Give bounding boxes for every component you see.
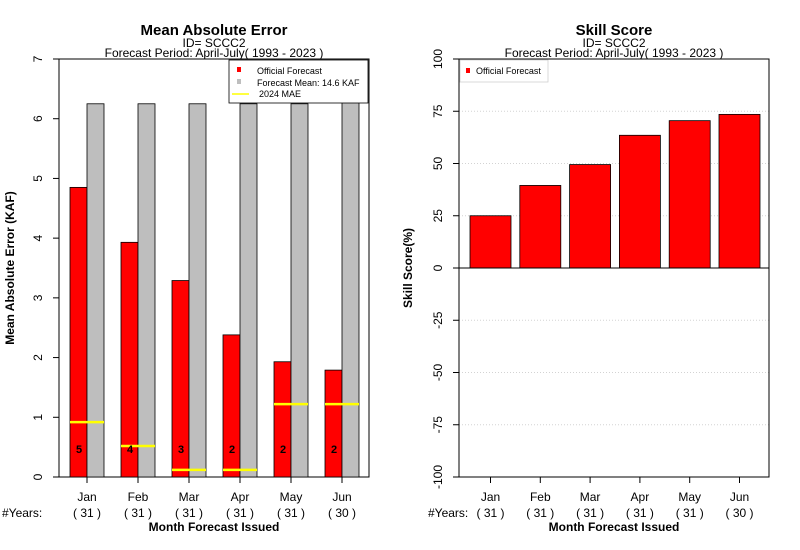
- mae-bar-count: 2: [229, 444, 235, 456]
- skill-category-label: Jun: [730, 490, 749, 504]
- mae-bar-count: 2: [280, 444, 286, 456]
- skill-official-bar: [569, 164, 611, 269]
- skill-ytick-label: 0: [431, 264, 445, 271]
- skill-years-count: ( 31 ): [476, 506, 504, 520]
- skill-legend-official-swatch: [466, 68, 470, 73]
- mae-bar-count: 4: [127, 444, 134, 456]
- skill-ytick-label: -25: [431, 311, 445, 329]
- mae-bar-count: 5: [76, 444, 82, 456]
- skill-ytick-label: 50: [431, 157, 445, 171]
- mae-legend-official-swatch: [237, 67, 241, 72]
- skill-ytick-label: -100: [431, 465, 445, 489]
- mae-xlabel: Month Forecast Issued: [149, 520, 280, 534]
- mae-ytick-label: 6: [31, 115, 45, 122]
- mae-years-count: ( 31 ): [73, 506, 101, 520]
- mae-ytick-label: 5: [31, 175, 45, 182]
- mae-subtitle-id: ID= SCCC2: [182, 36, 245, 50]
- mae-legend-official-label: Official Forecast: [257, 66, 322, 76]
- skill-ytick-label: 25: [431, 209, 445, 223]
- mae-years-count: ( 31 ): [226, 506, 254, 520]
- skill-official-bar: [519, 185, 562, 269]
- mae-ylabel: Mean Absolute Error (KAF): [3, 191, 17, 345]
- skill-ytick-label: 100: [431, 49, 445, 69]
- mae-category-label: Apr: [231, 490, 250, 504]
- skill-official-bar: [718, 113, 761, 269]
- mae-category-label: Feb: [128, 490, 149, 504]
- mae-category-label: Jan: [77, 490, 96, 504]
- mae-years-count: ( 31 ): [175, 506, 203, 520]
- mae-years-count: ( 31 ): [124, 506, 152, 520]
- mae-official-bar: [273, 361, 292, 478]
- skill-legend-box: [459, 59, 549, 83]
- mae-legend-box: [228, 59, 369, 104]
- mae-ytick-label: 0: [31, 473, 45, 480]
- mae-years-label: #Years:: [2, 506, 42, 520]
- mae-years-count: ( 31 ): [277, 506, 305, 520]
- mae-category-label: May: [280, 490, 303, 504]
- skill-official-bar: [619, 134, 661, 269]
- skill-years-count: ( 31 ): [676, 506, 704, 520]
- mae-ytick-label: 2: [31, 354, 45, 361]
- skill-ytick-label: 75: [431, 104, 445, 118]
- mae-mean-bar: [86, 103, 105, 478]
- mae-title: Mean Absolute Error: [141, 22, 288, 39]
- skill-subtitle-period: Forecast Period: April-July( 1993 - 2023…: [505, 46, 724, 60]
- skill-ytick-label: -50: [431, 364, 445, 382]
- mae-mean-bar: [239, 103, 258, 478]
- skill-category-label: Apr: [631, 490, 650, 504]
- skill-category-label: Mar: [580, 490, 601, 504]
- skill-xlabel: Month Forecast Issued: [549, 520, 680, 534]
- skill-years-count: ( 30 ): [725, 506, 753, 520]
- mae-years-count: ( 30 ): [328, 506, 356, 520]
- mae-bar-count: 3: [178, 444, 184, 456]
- skill-ylabel: Skill Score(%): [401, 228, 415, 308]
- mae-official-bar: [120, 241, 139, 478]
- mae-mean-bar: [290, 103, 309, 478]
- mae-mean-bar: [188, 103, 207, 478]
- skill-category-label: Jan: [481, 490, 500, 504]
- mae-mean-bar: [341, 96, 360, 478]
- mae-ytick-label: 1: [31, 414, 45, 421]
- skill-title: Skill Score: [576, 22, 653, 39]
- skill-years-count: ( 31 ): [626, 506, 654, 520]
- skill-subtitle-id: ID= SCCC2: [582, 36, 645, 50]
- mae-legend-mean-swatch: [237, 79, 241, 84]
- mae-category-label: Mar: [179, 490, 200, 504]
- skill-official-bar: [469, 215, 512, 269]
- mae-mean-bar: [137, 103, 156, 478]
- mae-legend-2024-label: 2024 MAE: [259, 89, 301, 99]
- skill-official-bar: [668, 120, 711, 269]
- mae-official-bar: [324, 369, 343, 478]
- skill-ytick-label: -75: [431, 416, 445, 434]
- skill-legend-official-label: Official Forecast: [476, 66, 541, 76]
- mae-category-label: Jun: [332, 490, 351, 504]
- mae-ytick-label: 3: [31, 294, 45, 301]
- skill-category-label: May: [678, 490, 701, 504]
- mae-ytick-label: 7: [31, 55, 45, 62]
- mae-plot-frame: [58, 58, 370, 478]
- skill-years-count: ( 31 ): [576, 506, 604, 520]
- mae-bar-count: 2: [331, 444, 337, 456]
- skill-years-count: ( 31 ): [526, 506, 554, 520]
- skill-category-label: Feb: [530, 490, 551, 504]
- mae-ytick-label: 4: [31, 234, 45, 241]
- mae-legend-mean-label: Forecast Mean: 14.6 KAF: [257, 78, 360, 88]
- skill-years-label: #Years:: [428, 506, 468, 520]
- mae-official-bar: [69, 186, 88, 478]
- mae-subtitle-period: Forecast Period: April-July( 1993 - 2023…: [105, 46, 324, 60]
